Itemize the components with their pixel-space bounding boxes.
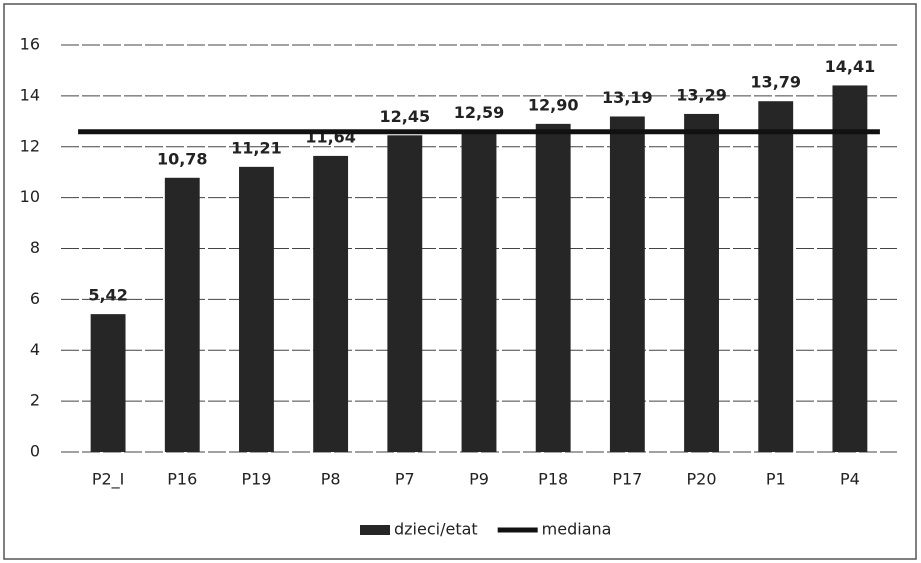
x-tick-label: P2_I bbox=[92, 470, 125, 490]
bar bbox=[90, 314, 126, 452]
chart-frame bbox=[3, 3, 917, 560]
x-tick-label: P1 bbox=[766, 470, 786, 489]
y-tick-label: 16 bbox=[20, 35, 40, 54]
bar bbox=[164, 177, 200, 452]
y-tick-label: 4 bbox=[30, 340, 40, 359]
bar bbox=[832, 85, 868, 453]
x-tick-label: P19 bbox=[241, 470, 271, 489]
y-tick-label: 10 bbox=[20, 187, 40, 206]
y-tick-label: 6 bbox=[30, 289, 40, 308]
data-label: 12,90 bbox=[528, 95, 579, 114]
x-tick-label: P16 bbox=[167, 470, 197, 489]
y-tick-label: 2 bbox=[30, 391, 40, 410]
legend-swatch bbox=[360, 525, 390, 535]
data-label: 11,21 bbox=[231, 138, 282, 157]
bar bbox=[239, 166, 274, 452]
x-tick-label: P4 bbox=[840, 470, 860, 489]
bar bbox=[313, 155, 349, 452]
data-label: 13,29 bbox=[676, 85, 727, 104]
data-label: 12,59 bbox=[454, 103, 505, 122]
data-label: 10,78 bbox=[157, 149, 208, 168]
y-tick-label: 14 bbox=[20, 85, 40, 104]
legend-label: dzieci/etat bbox=[394, 520, 478, 539]
y-tick-label: 8 bbox=[30, 238, 40, 257]
data-label: 13,79 bbox=[750, 73, 801, 92]
x-tick-label: P18 bbox=[538, 470, 568, 489]
x-tick-label: P8 bbox=[321, 470, 341, 489]
bar bbox=[609, 116, 645, 453]
data-label: 14,41 bbox=[825, 57, 876, 76]
x-tick-label: P9 bbox=[469, 470, 489, 489]
legend-label: mediana bbox=[542, 520, 612, 539]
y-tick-label: 12 bbox=[20, 136, 40, 155]
bar bbox=[461, 131, 497, 452]
data-label: 13,19 bbox=[602, 88, 653, 107]
bar bbox=[387, 135, 423, 452]
x-tick-label: P7 bbox=[395, 470, 415, 489]
x-tick-label: P20 bbox=[687, 470, 717, 489]
bar bbox=[535, 123, 571, 452]
bar bbox=[758, 101, 794, 453]
y-tick-label: 0 bbox=[30, 442, 40, 461]
bar bbox=[684, 113, 719, 453]
data-label: 5,42 bbox=[88, 286, 127, 305]
data-label: 12,45 bbox=[380, 107, 431, 126]
x-tick-label: P17 bbox=[612, 470, 642, 489]
